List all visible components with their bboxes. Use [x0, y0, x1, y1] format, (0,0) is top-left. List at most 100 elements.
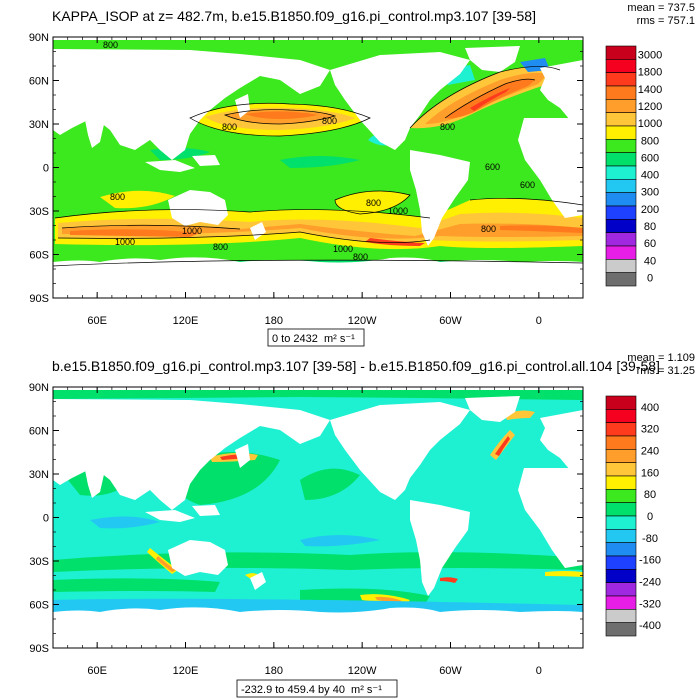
- contour-label: 1000: [388, 206, 408, 216]
- contour-label: 800: [322, 116, 337, 126]
- y-tick-label: 30N: [29, 469, 49, 481]
- colorbar-label: 1000: [638, 118, 662, 130]
- panel-2: b.e15.B1850.f09_g16.pi_control.mp3.107 […: [29, 352, 695, 698]
- colorbar-swatch: [605, 192, 637, 207]
- colorbar-label: 0: [647, 272, 653, 284]
- x-tick-label: 180: [265, 665, 283, 677]
- colorbar-swatch: [605, 152, 637, 167]
- colorbar-swatch: [605, 595, 637, 610]
- y-tick-label: 60S: [29, 250, 49, 262]
- colorbar-label: 3000: [638, 50, 662, 62]
- land-masses: [53, 396, 583, 641]
- contour-label: 800: [110, 192, 125, 202]
- colorbar-swatch: [605, 555, 637, 570]
- y-tick-label: 0: [43, 513, 49, 525]
- colorbar-swatch: [605, 125, 637, 140]
- colorbar-swatch: [605, 112, 637, 127]
- panel-1-stat-mean: mean = 737.5: [627, 2, 695, 14]
- colorbar-swatch: [605, 435, 637, 450]
- panel-2-title: b.e15.B1850.f09_g16.pi_control.mp3.107 […: [52, 358, 660, 374]
- colorbar-label: 160: [641, 467, 659, 479]
- colorbar-swatch: [605, 609, 637, 623]
- colorbar-swatch: [605, 85, 637, 100]
- land-masses: [53, 46, 583, 291]
- contour-label: 600: [485, 162, 500, 172]
- colorbar-swatch: [605, 205, 637, 220]
- colorbar-label: 400: [641, 170, 659, 182]
- y-tick-label: 30N: [29, 119, 49, 131]
- colorbar-swatch: [605, 489, 637, 503]
- y-tick-label: 30S: [29, 556, 49, 568]
- panel-1-range-label: 0 to 2432: [272, 333, 318, 345]
- y-tick-label: 90S: [29, 293, 49, 305]
- panel-1-title: KAPPA_ISOP at z= 482.7m, b.e15.B1850.f09…: [52, 8, 536, 24]
- colorbar-swatch: [605, 462, 637, 477]
- colorbar-swatch: [605, 179, 637, 193]
- panel-2-map: [53, 390, 583, 641]
- x-tick-label: 120E: [173, 315, 199, 327]
- colorbar-swatch: [605, 582, 637, 597]
- panel-2-stat-mean: mean = 1.109: [627, 352, 695, 364]
- y-tick-label: 90N: [29, 382, 49, 394]
- y-tick-label: 60S: [29, 600, 49, 612]
- colorbar-label: -240: [639, 576, 661, 588]
- contour-label: 800: [213, 242, 228, 252]
- x-tick-label: 60E: [87, 665, 107, 677]
- contour-lines: [53, 66, 583, 267]
- x-tick-label: 120W: [348, 665, 377, 677]
- colorbar-label: 300: [641, 187, 659, 199]
- colorbar-label: 200: [641, 204, 659, 216]
- colorbar-label: 800: [641, 135, 659, 147]
- panel-1-range-box: 0 to 2432 m² s⁻¹: [267, 328, 365, 347]
- colorbar-label: 240: [641, 446, 659, 458]
- y-tick-label: 60N: [29, 426, 49, 438]
- colorbar-swatch: [605, 475, 637, 490]
- contour-label: 800: [366, 198, 381, 208]
- colorbar-label: 600: [641, 152, 659, 164]
- contour-label: 1000: [333, 244, 353, 254]
- colorbar-swatch: [605, 622, 637, 637]
- contour-label: 1000: [182, 226, 202, 236]
- x-tick-label: 0: [536, 665, 542, 677]
- colorbar-label: 1400: [638, 84, 662, 96]
- panel-2-axes: 90N 60N 30N 0 30S 60S 90S 60E 120E 180 120W 60W 0: [29, 382, 584, 677]
- colorbar-swatch: [605, 72, 637, 87]
- panel-2-stat-rms: rms = 31.25: [637, 365, 695, 377]
- panel-1: KAPPA_ISOP at z= 482.7m, b.e15.B1850.f09…: [29, 2, 695, 347]
- colorbar-swatch: [605, 59, 637, 73]
- colorbar-label: -160: [639, 555, 661, 567]
- colorbar-swatch: [605, 139, 637, 153]
- contour-label: 800: [440, 122, 455, 132]
- colorbar-swatch: [605, 259, 637, 273]
- colorbar-swatch: [605, 245, 637, 260]
- colorbar-label: 320: [641, 424, 659, 436]
- colorbar-swatch: [605, 502, 637, 517]
- panel-1-stat-rms: rms = 757.1: [637, 15, 695, 27]
- colorbar-label: 400: [641, 402, 659, 414]
- colorbar-swatch: [605, 542, 637, 557]
- svg-text:-232.9 to 459.4 by 40: -232.9 to 459.4 by 40 m² s⁻¹: [241, 684, 382, 696]
- panel-2-range-label: -232.9 to 459.4 by 40: [241, 684, 345, 696]
- svg-text:0 to 2432 m² s⁻¹: 0 to 2432 m² s⁻¹: [272, 333, 355, 345]
- colorbar-label: -400: [639, 620, 661, 632]
- colorbar-label: 80: [644, 489, 656, 501]
- y-tick-label: 60N: [29, 76, 49, 88]
- y-tick-label: 30S: [29, 206, 49, 218]
- colorbar-label: 60: [644, 238, 656, 250]
- colorbar-label: 1800: [638, 67, 662, 79]
- x-tick-label: 180: [265, 315, 283, 327]
- y-tick-label: 90S: [29, 643, 49, 655]
- colorbar-swatch: [605, 569, 637, 583]
- contour-labels: 800 800 800 800 1000 1000 800 600 600 80…: [103, 40, 535, 262]
- colorbar-swatch: [605, 219, 637, 233]
- colorbar-label: -80: [642, 533, 658, 545]
- x-tick-label: 120W: [348, 315, 377, 327]
- colorbar-swatch: [605, 515, 637, 530]
- colorbar-swatch: [605, 272, 637, 287]
- panel-2-colorbar: 400 320 240 160 80 0 -80 -160 -240 -320 -400: [605, 395, 661, 637]
- colorbar-swatch: [605, 529, 637, 543]
- x-tick-label: 60W: [439, 665, 462, 677]
- colorbar-swatch: [605, 422, 637, 437]
- panel-1-axes: 90N 60N 30N 0 30S 60S 90S 60E 120E 180 120W 60W 0: [29, 32, 584, 327]
- x-tick-label: 0: [536, 315, 542, 327]
